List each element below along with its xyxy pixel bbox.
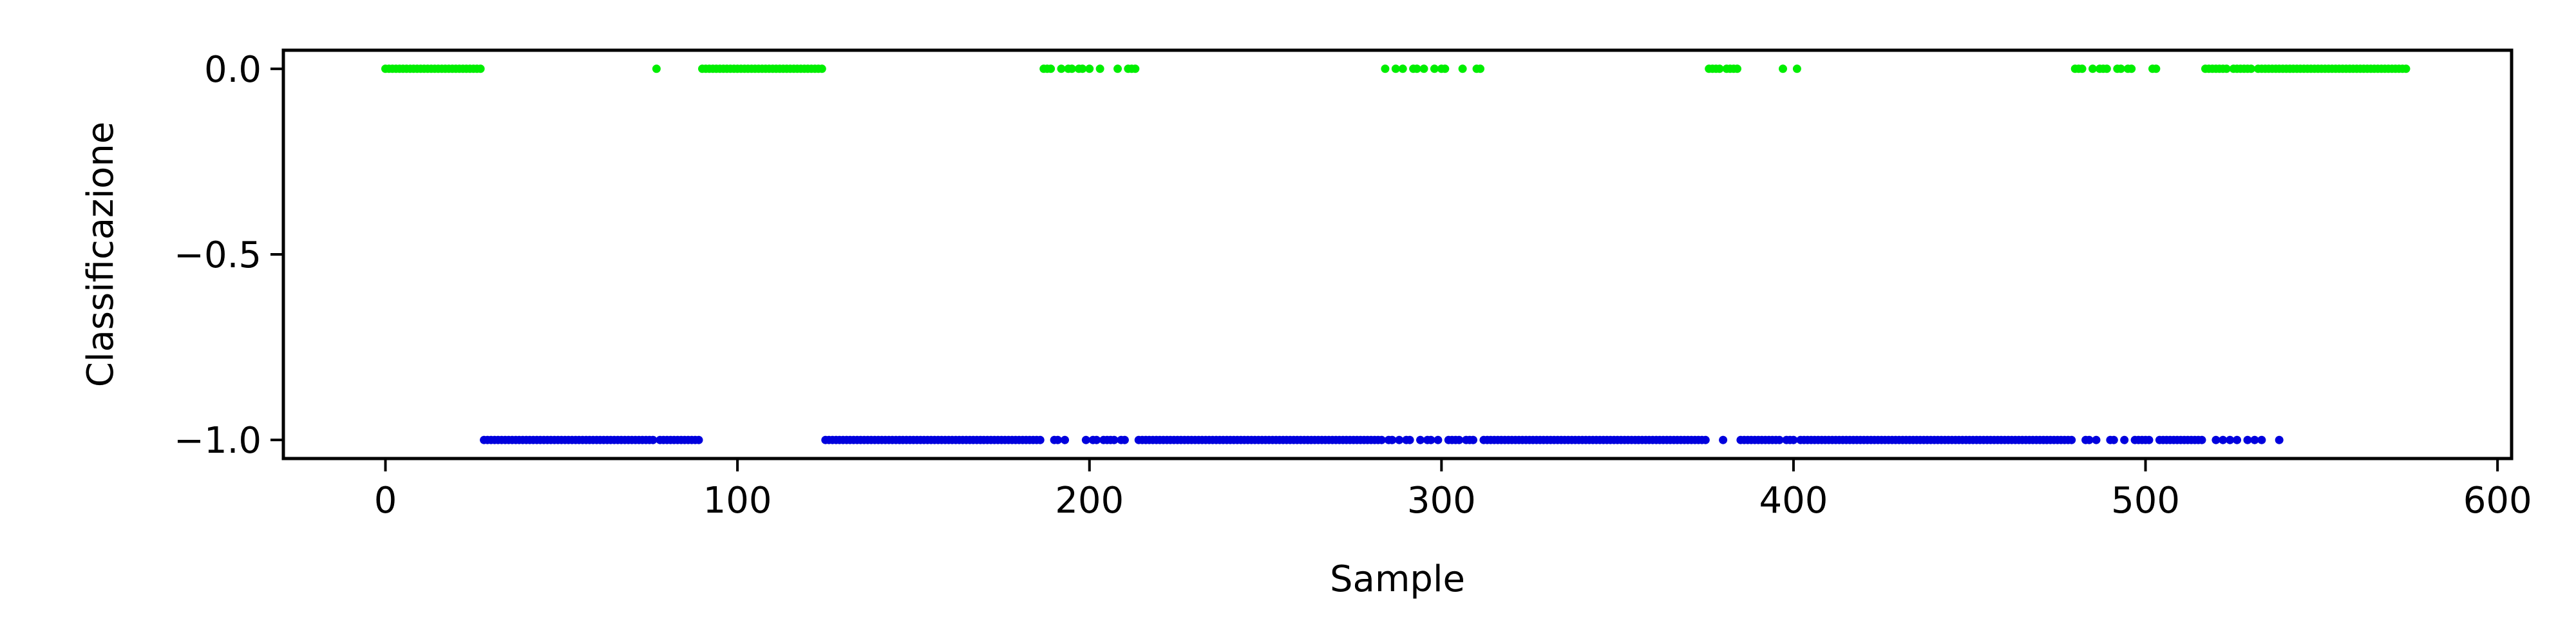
data-point [2102, 64, 2111, 73]
x-tick-label: 500 [2111, 480, 2180, 522]
x-tick-label: 100 [703, 480, 772, 522]
data-point [1775, 435, 1784, 444]
data-point [1412, 64, 1421, 73]
data-point [1426, 435, 1435, 444]
data-point [2078, 64, 2087, 73]
data-point [2120, 435, 2129, 444]
data-point [2109, 435, 2118, 444]
data-point [1095, 64, 1104, 73]
data-point [817, 64, 826, 73]
x-axis-label: Sample [1330, 558, 1465, 600]
y-tick-label: −1.0 [174, 420, 261, 462]
data-point [1081, 435, 1090, 444]
data-point [649, 435, 658, 444]
data-point [1398, 64, 1407, 73]
data-point [2257, 435, 2266, 444]
data-point [1078, 64, 1087, 73]
x-tick-label: 600 [2463, 480, 2532, 522]
plot-frame [281, 48, 2514, 460]
data-point [2247, 64, 2255, 73]
data-point [2088, 64, 2097, 73]
data-point [1131, 64, 1140, 73]
data-point [1120, 435, 1129, 444]
x-axis: 0 100 200 300 400 500 600 [374, 459, 2532, 522]
data-point [2250, 435, 2259, 444]
data-point [2152, 64, 2161, 73]
data-point [2222, 64, 2231, 73]
data-point [1085, 64, 1094, 73]
data-point [694, 435, 703, 444]
data-point [1036, 435, 1045, 444]
data-point [1092, 435, 1101, 444]
data-point [1733, 64, 1741, 73]
data-point [1388, 435, 1397, 444]
data-point [1419, 64, 1428, 73]
data-point [1381, 64, 1390, 73]
data-point [1441, 64, 1450, 73]
plot-marks [381, 64, 2410, 444]
data-point [2092, 435, 2101, 444]
data-point [2145, 435, 2154, 444]
data-point [2127, 64, 2136, 73]
data-point [1476, 64, 1484, 73]
data-point [1054, 435, 1062, 444]
data-point [1792, 64, 1801, 73]
data-point [1455, 435, 1464, 444]
data-point [1110, 435, 1119, 444]
data-point [1701, 435, 1710, 444]
data-point [1789, 435, 1798, 444]
x-tick-label: 200 [1055, 480, 1124, 522]
y-tick-label: −0.5 [174, 234, 261, 276]
y-axis-label: Classificazione [80, 122, 122, 387]
data-point [2401, 64, 2410, 73]
data-point [1434, 435, 1443, 444]
y-tick-label: 0.0 [204, 49, 261, 91]
data-point [1719, 435, 1728, 444]
data-point [1061, 435, 1069, 444]
data-point [1779, 64, 1787, 73]
y-axis: 0.0 −0.5 −1.0 [174, 49, 283, 462]
data-point [1395, 435, 1404, 444]
x-tick-label: 400 [1759, 480, 1828, 522]
data-point [2197, 435, 2206, 444]
data-point [1377, 435, 1386, 444]
data-point [652, 64, 661, 73]
data-point [1715, 64, 1724, 73]
data-point [1469, 435, 1477, 444]
data-point [2211, 435, 2221, 444]
data-point [2233, 435, 2242, 444]
data-point [1046, 64, 1056, 73]
data-point [1430, 64, 1439, 73]
data-point [2219, 435, 2228, 444]
data-point [1405, 435, 1414, 444]
data-point [2243, 435, 2252, 444]
data-point [1067, 64, 1076, 73]
data-point [1113, 64, 1122, 73]
data-point [2067, 435, 2076, 444]
data-point [1391, 64, 1400, 73]
x-tick-label: 0 [374, 480, 397, 522]
data-point [2275, 435, 2284, 444]
data-point [476, 64, 485, 73]
x-tick-label: 300 [1407, 480, 1476, 522]
data-point [2226, 435, 2235, 444]
data-point [2085, 435, 2094, 444]
data-point [1458, 64, 1467, 73]
data-point [1416, 435, 1425, 444]
data-point [2116, 64, 2125, 73]
data-point [1057, 64, 1066, 73]
